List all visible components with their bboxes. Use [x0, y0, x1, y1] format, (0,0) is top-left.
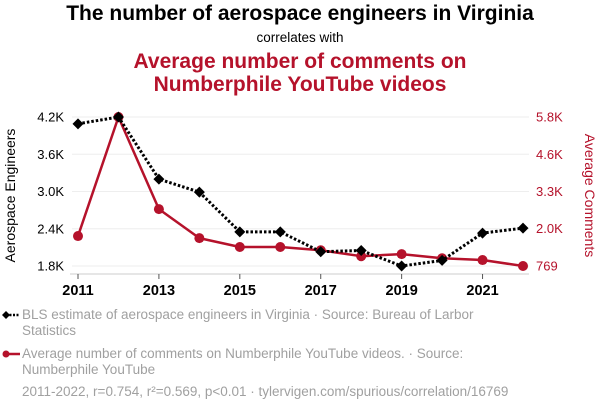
- x-tick-label: 2013: [143, 283, 175, 299]
- y-axis-left-title: Aerospace Engineers: [2, 129, 18, 263]
- line-chart: 1.8K 2.4K 3.0K 3.6K 4.2K 769 2.0K 3.3K 4.6K 5.8K…: [2, 110, 598, 300]
- data-point-comments: [518, 261, 528, 271]
- x-tick-label: 2021: [466, 283, 498, 299]
- data-point-engineers: [396, 260, 408, 272]
- y-left-tick-label: 3.0K: [37, 184, 64, 199]
- data-point-engineers: [153, 173, 165, 185]
- legend-item-engineers[interactable]: BLS estimate of aerospace engineers in V…: [0, 307, 600, 339]
- x-axis-ticks: 2011 2013 2015 2017 2019 2021: [62, 274, 499, 299]
- legend-label-comments: Average number of comments on Numberphil…: [22, 346, 464, 377]
- y-axis-right-ticks: 769 2.0K 3.3K 4.6K 5.8K: [536, 110, 563, 274]
- data-point-comments: [396, 249, 407, 260]
- chart-subtitle: correlates with: [256, 30, 344, 45]
- series-engineers: [72, 111, 529, 272]
- data-point-comments: [477, 255, 488, 266]
- x-tick-label: 2019: [386, 283, 418, 299]
- solid-circle-line-icon: [2, 350, 20, 358]
- y-right-tick-label: 4.6K: [536, 147, 563, 162]
- data-point-comments: [73, 231, 83, 242]
- data-point-engineers: [517, 222, 529, 234]
- data-point-engineers: [436, 254, 448, 266]
- data-point-comments: [356, 251, 367, 262]
- dotted-diamond-line-icon: [2, 311, 20, 319]
- data-point-comments: [234, 242, 245, 253]
- x-tick-label: 2011: [62, 283, 93, 299]
- data-point-engineers: [274, 226, 286, 238]
- x-tick-label: 2015: [224, 283, 256, 299]
- data-point-engineers: [315, 246, 327, 258]
- chart-title: The number of aerospace engineers in Vir…: [66, 2, 534, 25]
- y-right-tick-label: 5.8K: [536, 110, 563, 125]
- gridlines: [72, 116, 529, 267]
- data-point-comments: [194, 233, 205, 244]
- chart-title-secondary: Average number of comments on Numberphil…: [0, 50, 600, 96]
- y-right-tick-label: 3.3K: [536, 184, 563, 199]
- y-right-tick-label: 769: [536, 259, 558, 274]
- legend-label-engineers: BLS estimate of aerospace engineers in V…: [22, 307, 474, 338]
- y-left-tick-label: 1.8K: [37, 259, 64, 274]
- series-comments-line: [76, 115, 524, 268]
- data-point-comments: [275, 242, 286, 253]
- data-point-engineers: [112, 111, 124, 123]
- data-point-engineers: [355, 244, 367, 256]
- y-left-tick-label: 4.2K: [37, 110, 64, 125]
- data-point-comments: [153, 204, 164, 215]
- data-point-engineers: [477, 227, 489, 239]
- legend-item-comments[interactable]: Average number of comments on Numberphil…: [0, 346, 600, 378]
- y-left-tick-label: 2.4K: [37, 221, 64, 236]
- y-right-tick-label: 2.0K: [536, 221, 563, 236]
- footer-stats: 2011-2022, r=0.754, r²=0.569, p<0.01 · t…: [22, 384, 509, 399]
- data-point-engineers: [193, 186, 205, 198]
- y-left-tick-label: 3.6K: [37, 147, 64, 162]
- series-engineers-line: [77, 115, 524, 268]
- x-tick-label: 2017: [305, 283, 337, 299]
- y-axis-right-title: Average Comments: [582, 134, 598, 257]
- legend: BLS estimate of aerospace engineers in V…: [0, 307, 600, 384]
- y-axis-left-ticks: 1.8K 2.4K 3.0K 3.6K 4.2K: [37, 110, 64, 274]
- chart-title-secondary-text: Average number of comments on Numberphil…: [133, 50, 467, 96]
- data-point-engineers: [234, 226, 246, 238]
- data-point-engineers: [72, 118, 84, 130]
